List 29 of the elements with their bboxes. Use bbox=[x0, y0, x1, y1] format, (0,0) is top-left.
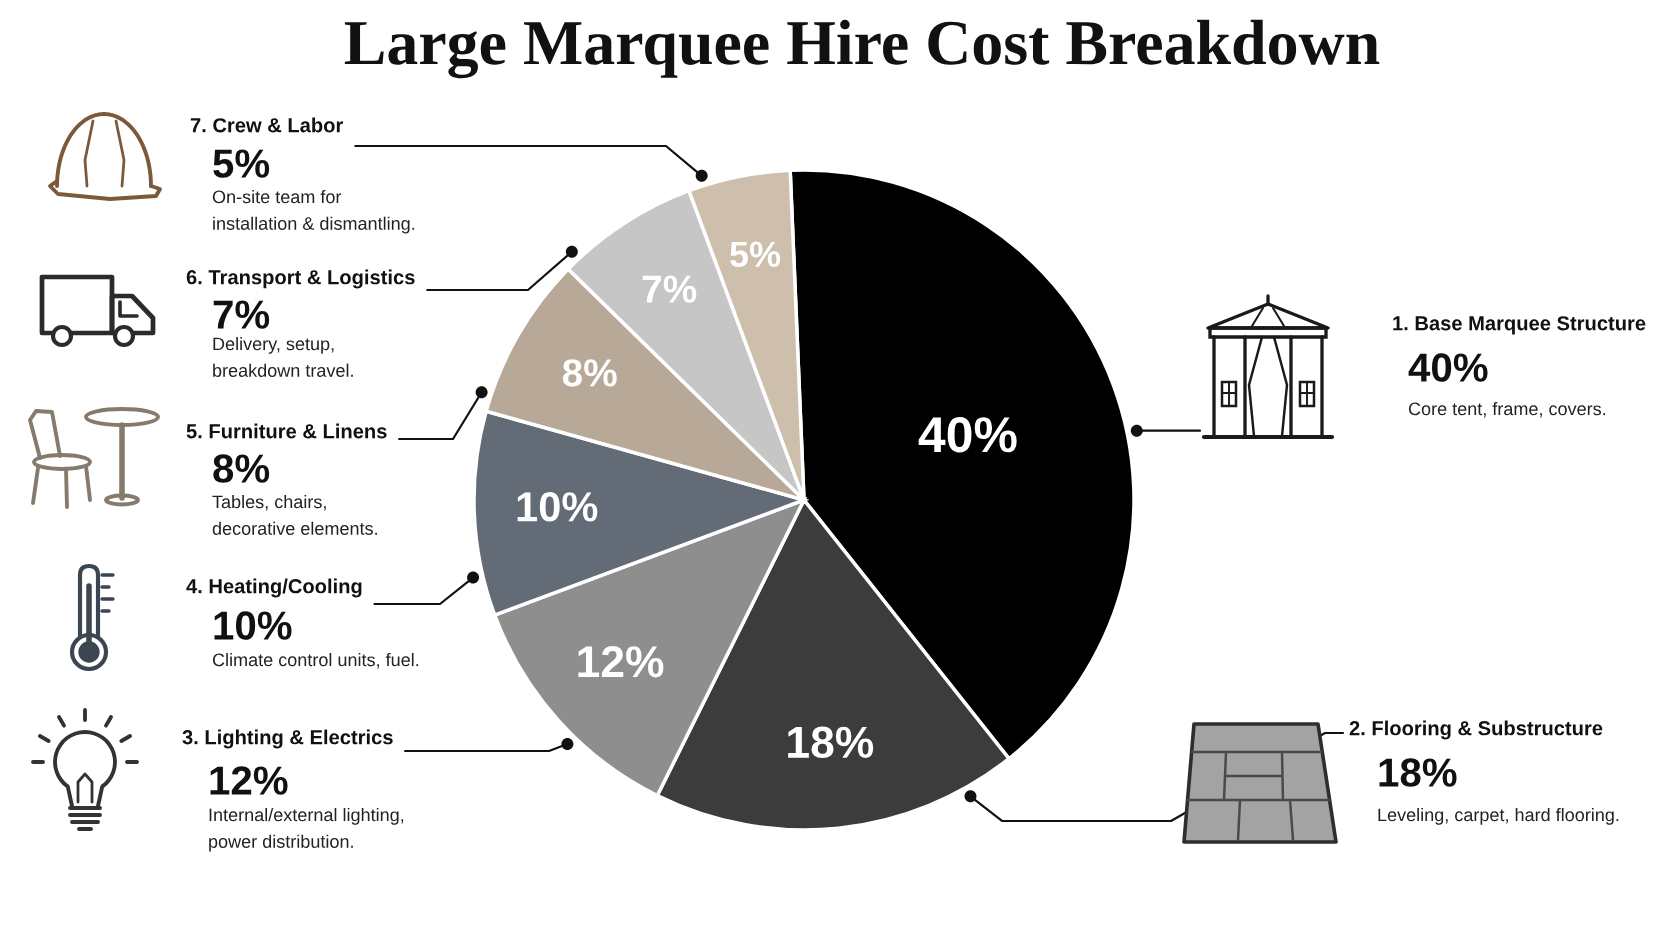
text: 12% bbox=[210, 766, 288, 795]
data-label: 7% bbox=[642, 275, 697, 303]
data-label: 8% bbox=[562, 359, 617, 387]
slice-label: 7. Crew & Labor bbox=[190, 117, 344, 133]
slice-label: 2. Flooring & Substructure bbox=[1349, 720, 1603, 740]
text: Leveling, carpet, hard flooring. bbox=[1378, 808, 1619, 825]
chart-title: Large Marquee Hire Cost Breakdown bbox=[344, 19, 1380, 79]
slice-label: 5. Furniture & Linens bbox=[186, 423, 387, 439]
text: Delivery, setup, breakdown travel. bbox=[213, 337, 353, 377]
text: Tables, chairs, decorative elements. bbox=[212, 495, 377, 535]
text: Core tent, frame, covers. bbox=[1408, 402, 1606, 418]
text: Internal/external lighting, power distribution. bbox=[209, 808, 404, 852]
text: 8% bbox=[213, 454, 270, 483]
text: 5% bbox=[213, 149, 270, 178]
data-label: 5% bbox=[730, 241, 781, 268]
text: Climate control units, fuel. bbox=[212, 653, 419, 669]
slice-label: 1. Base Marquee Structure bbox=[1393, 316, 1646, 335]
data-label: 40% bbox=[918, 417, 1017, 453]
text: 7% bbox=[213, 300, 270, 329]
slice-label: 3. Lighting & Electrics bbox=[182, 729, 393, 749]
text: 10% bbox=[214, 611, 292, 640]
slice-label: 6. Transport & Logistics bbox=[186, 269, 415, 289]
text: On-site team for installation & dismantling. bbox=[212, 190, 415, 234]
slice-label: 4. Heating/Cooling bbox=[186, 578, 362, 598]
text: 18% bbox=[1379, 758, 1457, 787]
data-label: 12% bbox=[578, 646, 664, 678]
data-label: 18% bbox=[788, 726, 874, 759]
text: 40% bbox=[1408, 353, 1488, 382]
data-label: 10% bbox=[517, 492, 598, 522]
